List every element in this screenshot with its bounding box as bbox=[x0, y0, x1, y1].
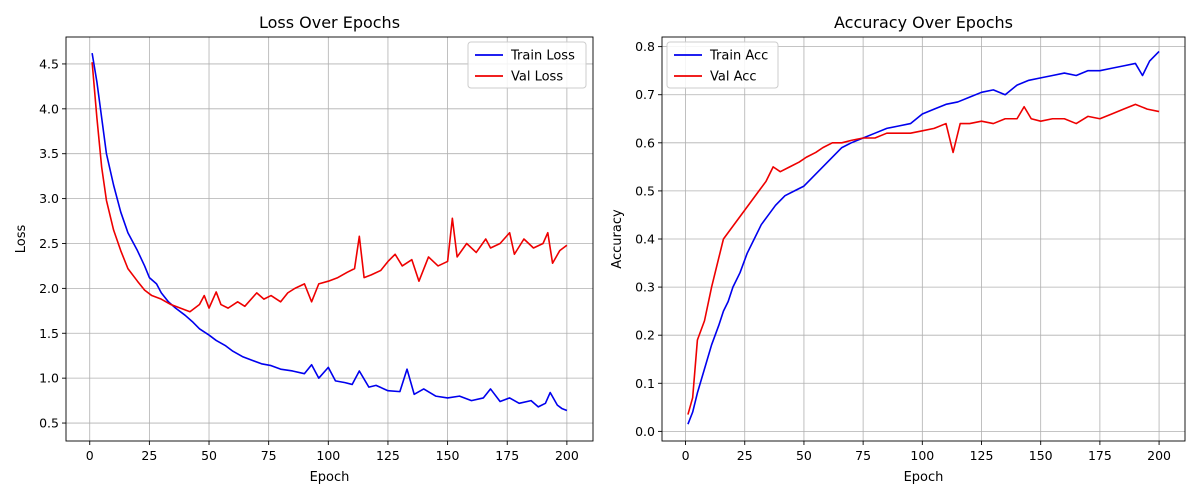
accuracy-chart: 0 25 50 75 100 125 150 175 200 0.0 0.1 0.2 0.3 0.4 0.5… bbox=[610, 13, 1186, 485]
chart1-ytick-label-6: 3.5 bbox=[39, 146, 59, 161]
chart1-xtick-label-2: 50 bbox=[201, 448, 217, 463]
chart2-ytick-label-4: 0.4 bbox=[635, 232, 655, 247]
chart2-ytick-label-2: 0.2 bbox=[635, 328, 655, 343]
chart2-xtick-label-8: 200 bbox=[1147, 448, 1171, 463]
chart1-series-train-loss-line bbox=[91, 53, 568, 412]
chart2-xtick-label-6: 150 bbox=[1029, 448, 1053, 463]
chart2-xtick-label-0: 0 bbox=[682, 448, 690, 463]
chart1-ytick-label-1: 1.0 bbox=[39, 371, 59, 386]
chart2-ytick-label-7: 0.7 bbox=[635, 87, 655, 102]
chart1-ytick-label-4: 2.5 bbox=[39, 236, 59, 251]
chart2-title: Accuracy Over Epochs bbox=[834, 13, 1013, 32]
chart2-xtick-label-4: 100 bbox=[910, 448, 934, 463]
chart1-xtick-label-1: 25 bbox=[141, 448, 157, 463]
chart2-series-val-acc-line bbox=[687, 103, 1160, 415]
chart1-series-val-loss-line bbox=[91, 62, 568, 313]
chart1-legend-label-val-loss: Val Loss bbox=[511, 70, 563, 85]
chart1-legend: Train Loss Val Loss bbox=[467, 41, 587, 89]
chart2-xtick-label-1: 25 bbox=[737, 448, 753, 463]
chart1-ytick-label-8: 4.5 bbox=[39, 56, 59, 71]
chart2-ytick-label-0: 0.0 bbox=[635, 424, 655, 439]
chart1-ytick-label-2: 1.5 bbox=[39, 326, 59, 341]
chart2-legend-label-train-acc: Train Acc bbox=[709, 49, 768, 64]
chart1-xtick-label-6: 150 bbox=[436, 448, 460, 463]
chart1-xtick-label-8: 200 bbox=[555, 448, 579, 463]
chart1-ylabel: Loss bbox=[14, 225, 29, 254]
chart1-xtick-label-5: 125 bbox=[376, 448, 400, 463]
chart2-legend: Train Acc Val Acc bbox=[666, 41, 779, 89]
chart1-xtick-label-0: 0 bbox=[86, 448, 94, 463]
chart1-ytick-label-7: 4.0 bbox=[39, 101, 59, 116]
chart2-legend-label-val-acc: Val Acc bbox=[710, 70, 757, 85]
chart1-ytick-label-3: 2.0 bbox=[39, 281, 59, 296]
loss-chart: 0 25 50 75 100 125 150 175 200 0.5 1.0 1.5 2.0 2.5 3.0… bbox=[14, 13, 594, 485]
chart1-xtick-label-4: 100 bbox=[316, 448, 340, 463]
chart1-ytick-label-0: 0.5 bbox=[39, 416, 59, 431]
chart2-ytick-label-5: 0.5 bbox=[635, 183, 655, 198]
chart1-xtick-label-7: 175 bbox=[495, 448, 519, 463]
chart2-ylabel: Accuracy bbox=[610, 209, 625, 269]
chart2-ytick-label-8: 0.8 bbox=[635, 39, 655, 54]
chart1-xlabel: Epoch bbox=[310, 470, 350, 485]
chart2-xtick-label-3: 75 bbox=[855, 448, 871, 463]
chart2-series-train-acc-line bbox=[687, 50, 1160, 425]
chart1-ytick-label-5: 3.0 bbox=[39, 191, 59, 206]
chart2-xlabel: Epoch bbox=[904, 470, 944, 485]
chart2-xtick-label-7: 175 bbox=[1088, 448, 1112, 463]
chart2-ytick-label-3: 0.3 bbox=[635, 280, 655, 295]
chart2-xtick-label-5: 125 bbox=[970, 448, 994, 463]
chart1-xtick-label-3: 75 bbox=[261, 448, 277, 463]
chart1-title: Loss Over Epochs bbox=[259, 13, 400, 32]
chart1-legend-label-train-loss: Train Loss bbox=[510, 49, 575, 64]
chart2-xtick-label-2: 50 bbox=[796, 448, 812, 463]
chart2-ytick-label-1: 0.1 bbox=[635, 376, 655, 391]
chart2-ytick-label-6: 0.6 bbox=[635, 135, 655, 150]
chart1-plot-frame bbox=[65, 36, 594, 442]
